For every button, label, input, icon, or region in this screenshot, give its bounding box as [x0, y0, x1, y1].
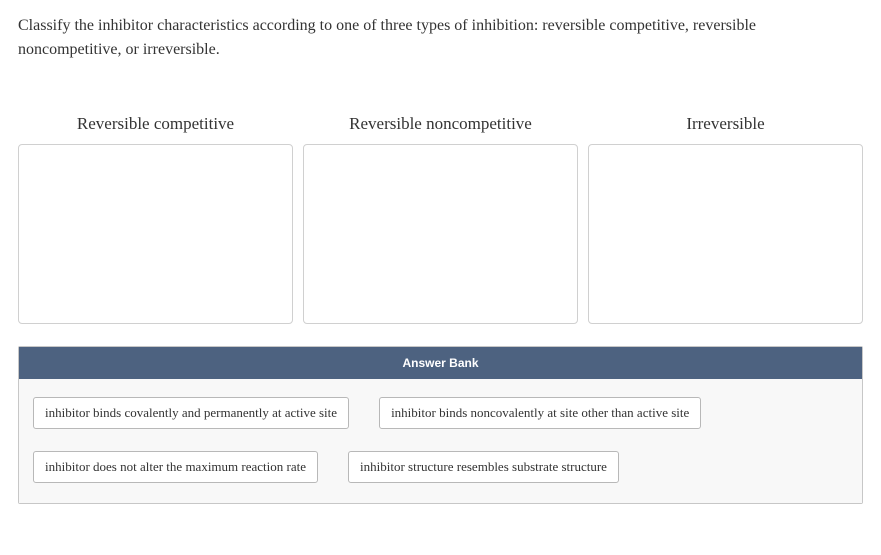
- answer-chip[interactable]: inhibitor binds noncovalently at site ot…: [379, 397, 701, 429]
- answer-bank-header: Answer Bank: [19, 347, 862, 379]
- category-reversible-noncompetitive: Reversible noncompetitive: [303, 114, 578, 324]
- categories-row: Reversible competitive Reversible noncom…: [18, 114, 863, 324]
- category-title: Reversible competitive: [18, 114, 293, 134]
- category-reversible-competitive: Reversible competitive: [18, 114, 293, 324]
- question-prompt: Classify the inhibitor characteristics a…: [18, 14, 863, 62]
- dropzone-reversible-competitive[interactable]: [18, 144, 293, 324]
- dropzone-reversible-noncompetitive[interactable]: [303, 144, 578, 324]
- category-title: Irreversible: [588, 114, 863, 134]
- answer-chip[interactable]: inhibitor binds covalently and permanent…: [33, 397, 349, 429]
- category-irreversible: Irreversible: [588, 114, 863, 324]
- answer-bank-body: inhibitor binds covalently and permanent…: [19, 379, 862, 503]
- answer-chip[interactable]: inhibitor structure resembles substrate …: [348, 451, 619, 483]
- answer-chip[interactable]: inhibitor does not alter the maximum rea…: [33, 451, 318, 483]
- answer-bank: Answer Bank inhibitor binds covalently a…: [18, 346, 863, 504]
- dropzone-irreversible[interactable]: [588, 144, 863, 324]
- category-title: Reversible noncompetitive: [303, 114, 578, 134]
